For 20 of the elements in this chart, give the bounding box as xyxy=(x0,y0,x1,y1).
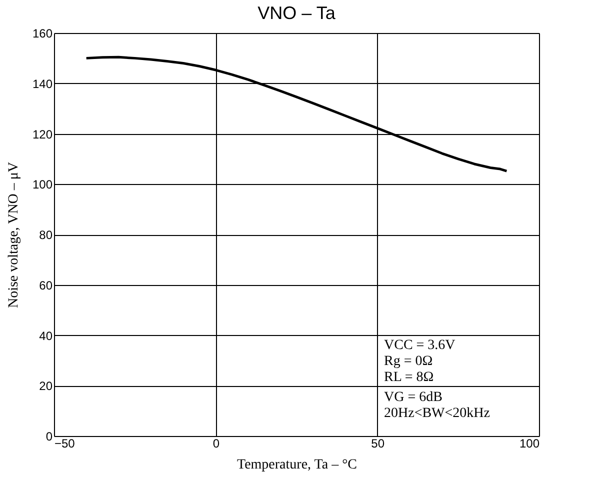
x-tick-label: 50 xyxy=(371,436,385,450)
y-tick-label: 160 xyxy=(32,26,53,40)
y-tick-label: 100 xyxy=(32,178,53,192)
y-tick-label: 120 xyxy=(32,127,53,142)
x-axis-title: Temperature, Ta – °C xyxy=(236,458,358,472)
y-tick-label: 140 xyxy=(32,76,53,91)
x-tick-label: 100 xyxy=(519,436,540,450)
annotation: RL = 8Ω xyxy=(384,370,434,385)
x-tick-label: −50 xyxy=(54,436,76,450)
y-tick-label: 40 xyxy=(39,328,53,343)
x-tick-label: 0 xyxy=(212,436,220,450)
y-tick-label: 20 xyxy=(39,379,53,394)
annotation: 20Hz<BW<20kHz xyxy=(384,406,490,421)
annotation: VCC = 3.6V xyxy=(384,338,456,353)
annotation: VG = 6dB xyxy=(384,390,442,405)
y-tick-label: 80 xyxy=(39,228,53,242)
annotation: Rg = 0Ω xyxy=(384,354,433,369)
y-tick-label: 60 xyxy=(39,278,53,292)
y-axis-title: Noise voltage, VNO – μV xyxy=(6,162,22,308)
chart-title: VNO – Ta xyxy=(258,3,336,23)
